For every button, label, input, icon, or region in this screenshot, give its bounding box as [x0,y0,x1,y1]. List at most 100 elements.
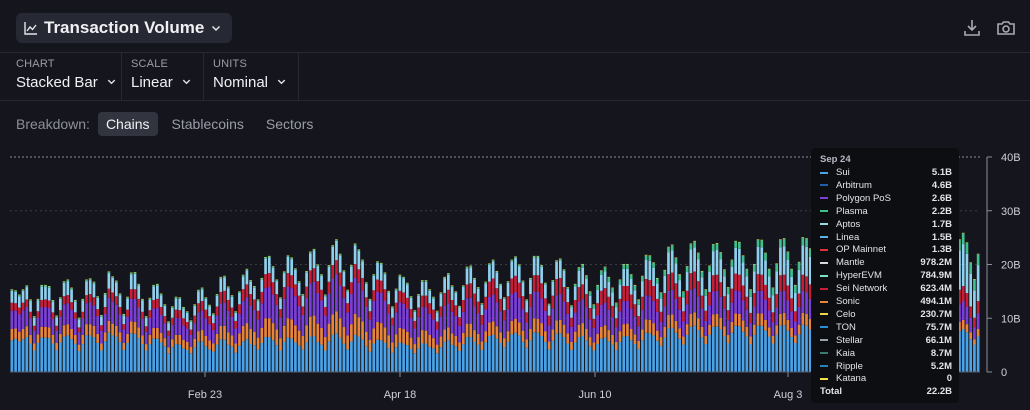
bar-segment [85,280,88,282]
bar-segment [532,318,536,333]
bar-segment [249,280,252,281]
bar-segment [282,341,286,372]
bar-segment [36,311,40,318]
bar-segment [663,269,667,271]
bar-segment [734,313,737,326]
bar-segment [376,279,379,292]
bar-segment [973,317,976,328]
bar-segment [364,297,368,307]
bar-segment [495,326,499,339]
scale-select[interactable]: Linear [131,74,192,91]
bar-segment [372,290,376,302]
bar-segment [670,250,674,273]
bar-segment [29,301,32,312]
tab-stablecoins[interactable]: Stablecoins [171,116,244,132]
bar-segment [764,284,767,300]
bar-segment [566,343,570,372]
chart-type-control[interactable]: CHART Stacked Bar [16,58,117,100]
tab-sectors[interactable]: Sectors [265,116,314,132]
bar-segment [44,337,47,372]
camera-icon[interactable] [996,18,1016,43]
bar-segment [316,264,320,266]
bar-segment [379,323,383,341]
bar-segment [529,277,532,279]
bar-segment [144,350,148,372]
bar-segment [655,283,659,299]
bar-segment [10,340,14,372]
bar-segment [558,294,562,320]
bar-segment [368,311,372,320]
bar-segment [760,290,764,314]
bar-segment [738,326,741,372]
download-icon[interactable] [962,18,982,43]
bar-segment [544,282,547,284]
bar-segment [267,287,271,319]
bar-segment [219,276,223,278]
bar-segment [114,336,118,372]
bar-segment [59,297,62,298]
bar-segment [253,309,256,332]
bar-segment [361,261,364,278]
bar-segment [394,290,398,303]
tooltip-series-value: 784.9M [920,270,952,282]
bar-segment [346,335,349,350]
bar-segment [25,287,29,300]
bar-segment [499,342,502,372]
bar-segment [573,312,577,332]
bar-segment [182,325,185,340]
units-select[interactable]: Nominal [213,74,287,91]
scale-control[interactable]: SCALE Linear [131,58,192,100]
bar-segment [290,338,294,372]
bar-segment [667,328,670,372]
bar-segment [44,326,47,338]
bar-segment [491,294,495,322]
chart-type-select[interactable]: Stacked Bar [16,74,117,91]
bar-segment [555,260,558,261]
bar-segment [73,343,77,372]
series-swatch [820,365,828,367]
bar-segment [760,239,764,241]
chevron-down-icon [210,22,222,34]
bar-segment [305,286,308,298]
bar-segment [271,282,275,295]
bar-segment [118,294,122,296]
bar-segment [592,327,596,343]
bar-segment [25,286,29,288]
bar-segment [409,348,413,372]
bar-segment [551,280,555,281]
bar-segment [652,323,655,336]
bar-segment [566,333,570,344]
bar-segment [551,329,555,341]
bar-segment [756,274,760,291]
bar-segment [499,311,502,333]
x-tick-label: Apr 18 [384,389,416,401]
tab-chains[interactable]: Chains [97,112,158,136]
bar-segment [174,297,178,299]
bar-segment [495,288,499,303]
bar-segment [775,263,779,272]
bar-segment [226,286,230,288]
bar-segment [219,339,223,372]
bar-segment [641,281,644,297]
bar-segment [641,275,644,277]
chart-title-dropdown[interactable]: Transaction Volume [16,13,233,43]
bar-segment [577,267,581,271]
bar-segment [629,294,633,309]
bar-segment [32,317,36,326]
bar-segment [223,290,226,303]
bar-segment [234,320,238,329]
bar-segment [223,277,226,291]
bar-segment [182,307,185,309]
bar-segment [156,283,159,285]
chevron-down-icon [181,74,192,91]
bar-segment [599,338,603,372]
bar-segment [204,346,208,372]
bar-segment [402,276,405,278]
units-control[interactable]: UNITS Nominal [213,58,287,100]
bar-segment [342,343,346,372]
bar-segment [107,297,111,321]
bar-segment [439,292,443,293]
bar-segment [958,322,961,332]
bar-segment [193,315,197,324]
